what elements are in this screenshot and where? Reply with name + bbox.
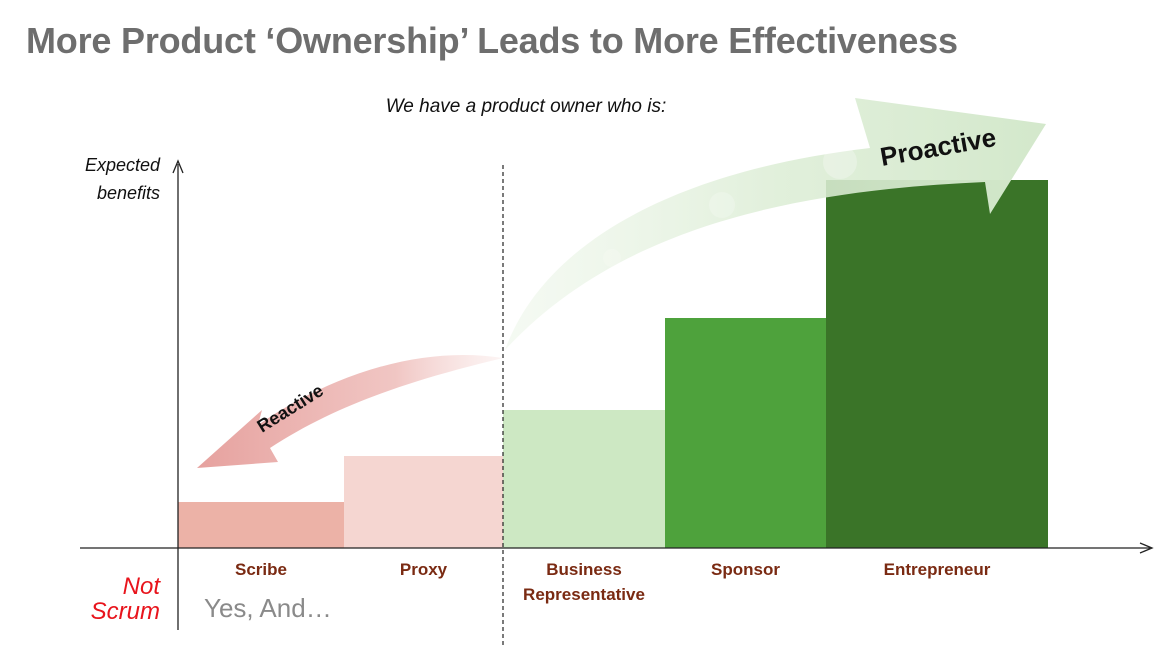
not-scrum-line-1: Not [123, 573, 162, 600]
y-axis-label-line-2: benefits [97, 183, 160, 203]
bar-business-representative [503, 410, 665, 548]
category-label-scribe: Scribe [235, 560, 287, 579]
bar-entrepreneur [826, 180, 1048, 548]
reactive-arrow: Reactive [197, 354, 503, 468]
bar-sponsor [665, 318, 826, 548]
bar-scribe [178, 502, 344, 548]
category-label-proxy: Proxy [400, 560, 448, 579]
category-label-business-representative-line-2: Representative [523, 585, 645, 604]
y-axis-label-line-1: Expected [85, 155, 161, 175]
y-axis-arrowhead [172, 159, 184, 174]
category-labels: Scribe Proxy Business Representative Sponsor… [235, 560, 991, 604]
not-scrum-line-2: Scrum [91, 598, 160, 625]
category-label-sponsor: Sponsor [711, 560, 780, 579]
proactive-arrow: Proactive [505, 98, 1046, 350]
page-title: More Product ‘Ownership’ Leads to More E… [26, 20, 958, 61]
x-axis-arrowhead [1139, 542, 1154, 554]
bars-group [178, 180, 1048, 548]
chart-subtitle: We have a product owner who is: [386, 96, 667, 117]
category-label-business-representative-line-1: Business [546, 560, 622, 579]
category-label-entrepreneur: Entrepreneur [884, 560, 991, 579]
yes-and-text: Yes, And… [204, 593, 332, 623]
bar-proxy [344, 456, 503, 548]
